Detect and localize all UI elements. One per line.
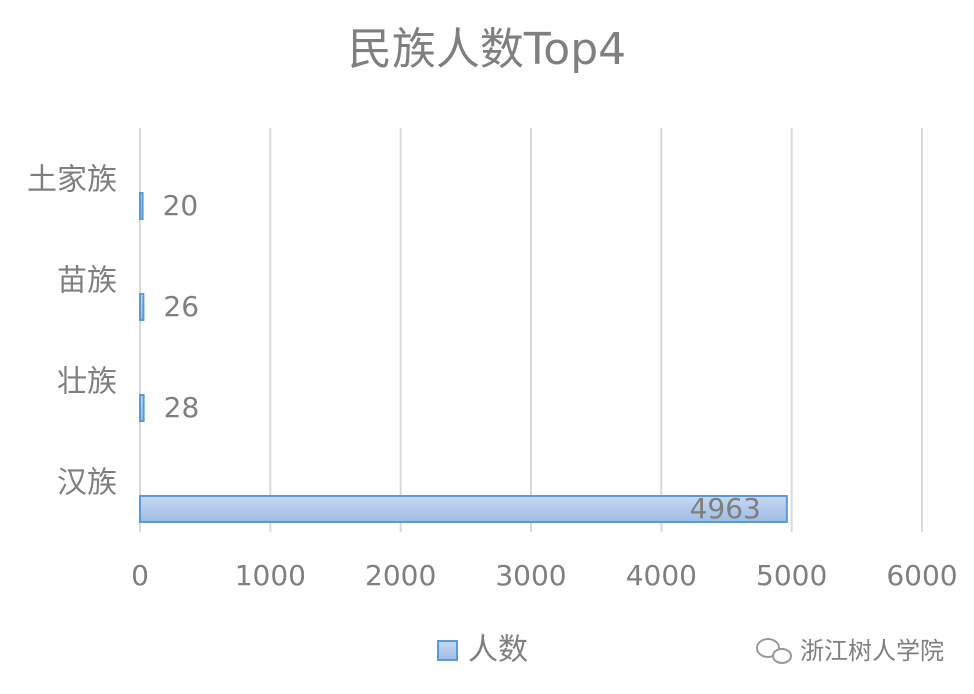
value-label: 4963 [690,492,761,525]
x-tick-label: 2000 [365,559,436,592]
y-tick-label: 土家族 [27,163,117,198]
x-tick-label: 5000 [756,559,827,592]
y-tick-label: 汉族 [57,466,117,501]
x-tick-label: 0 [131,559,149,592]
watermark: 浙江树人学院 [800,637,944,665]
x-tick-label: 6000 [886,559,957,592]
value-label: 28 [164,391,200,424]
legend-label: 人数 [468,633,528,668]
bar [139,192,144,220]
watermark-icon [756,638,792,664]
y-tick-label: 壮族 [57,365,117,400]
bar [139,293,145,321]
chart-title: 民族人数Top4 [348,24,626,75]
legend-swatch [437,640,458,661]
value-label: 20 [163,189,199,222]
x-tick-label: 1000 [235,559,306,592]
value-label: 26 [163,290,199,323]
bar [139,394,145,422]
y-tick-label: 苗族 [57,264,117,299]
x-tick-label: 3000 [495,559,566,592]
bar [139,495,788,523]
x-tick-label: 4000 [626,559,697,592]
